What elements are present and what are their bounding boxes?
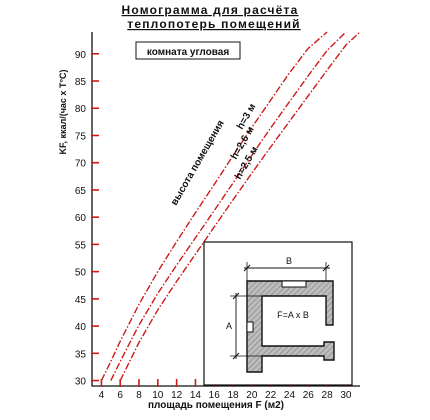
series-curve-2	[119, 31, 361, 381]
window-top	[281, 280, 307, 288]
x-tick-label: 16	[209, 390, 221, 401]
y-tick-label: 65	[75, 186, 87, 197]
x-tick-label: 26	[303, 390, 315, 401]
room-type-label: комната угловая	[135, 41, 241, 60]
window-left	[246, 321, 254, 333]
y-tick-label: 50	[75, 268, 87, 279]
x-tick-label: 6	[117, 390, 123, 401]
x-tick-label: 22	[265, 390, 277, 401]
chart-title-line1: Номограмма для расчёта	[121, 3, 298, 17]
y-tick-label: 45	[75, 295, 87, 306]
series-curve-1	[110, 31, 347, 381]
curves-caption: высота помещения	[169, 118, 227, 207]
y-tick-label: 70	[75, 159, 87, 170]
room-type-text: комната угловая	[147, 47, 229, 58]
area-formula: F=A x B	[277, 310, 309, 320]
curve-labels: высота помещения h=3 м h=2,6 м h=2,5 м	[169, 102, 261, 207]
x-axis-label: площадь помещения F (м2)	[148, 400, 284, 411]
room-plan-inset: B A F=A x B	[203, 241, 353, 386]
x-tick-label: 30	[340, 390, 352, 401]
y-tick-label: 60	[75, 213, 87, 224]
y-tick-label: 85	[75, 77, 87, 88]
x-tick-label: 8	[136, 390, 142, 401]
x-tick-label: 10	[152, 390, 164, 401]
x-tick-label: 4	[99, 390, 105, 401]
x-tick-label: 24	[284, 390, 296, 401]
y-tick-label: 40	[75, 322, 87, 333]
y-tick-label: 55	[75, 240, 87, 251]
x-tick-label: 12	[171, 390, 183, 401]
x-tick-label: 20	[246, 390, 258, 401]
y-tick-label: 30	[75, 377, 87, 388]
x-tick-label: 28	[322, 390, 334, 401]
y-axis-label: KF, ккал/(час х T°C)	[58, 69, 68, 154]
inset-walls	[246, 280, 335, 373]
axes: 30 35 40 45 50 55 60 65 70 75 80 85 90 4 6 8 10 12 14 16 18 2…	[75, 32, 360, 401]
height-curves	[100, 31, 361, 381]
y-tick-label: 80	[75, 104, 87, 115]
x-tick-label: 14	[190, 390, 202, 401]
y-tick-label: 35	[75, 349, 87, 360]
series-curve-0	[100, 31, 328, 381]
dimension-b: B	[286, 256, 292, 266]
dimension-a: A	[226, 321, 232, 331]
chart-title-line2: теплопотерь помещений	[127, 17, 300, 31]
x-tick-label: 18	[227, 390, 239, 401]
y-tick-label: 90	[75, 50, 87, 61]
y-tick-label: 75	[75, 131, 87, 142]
